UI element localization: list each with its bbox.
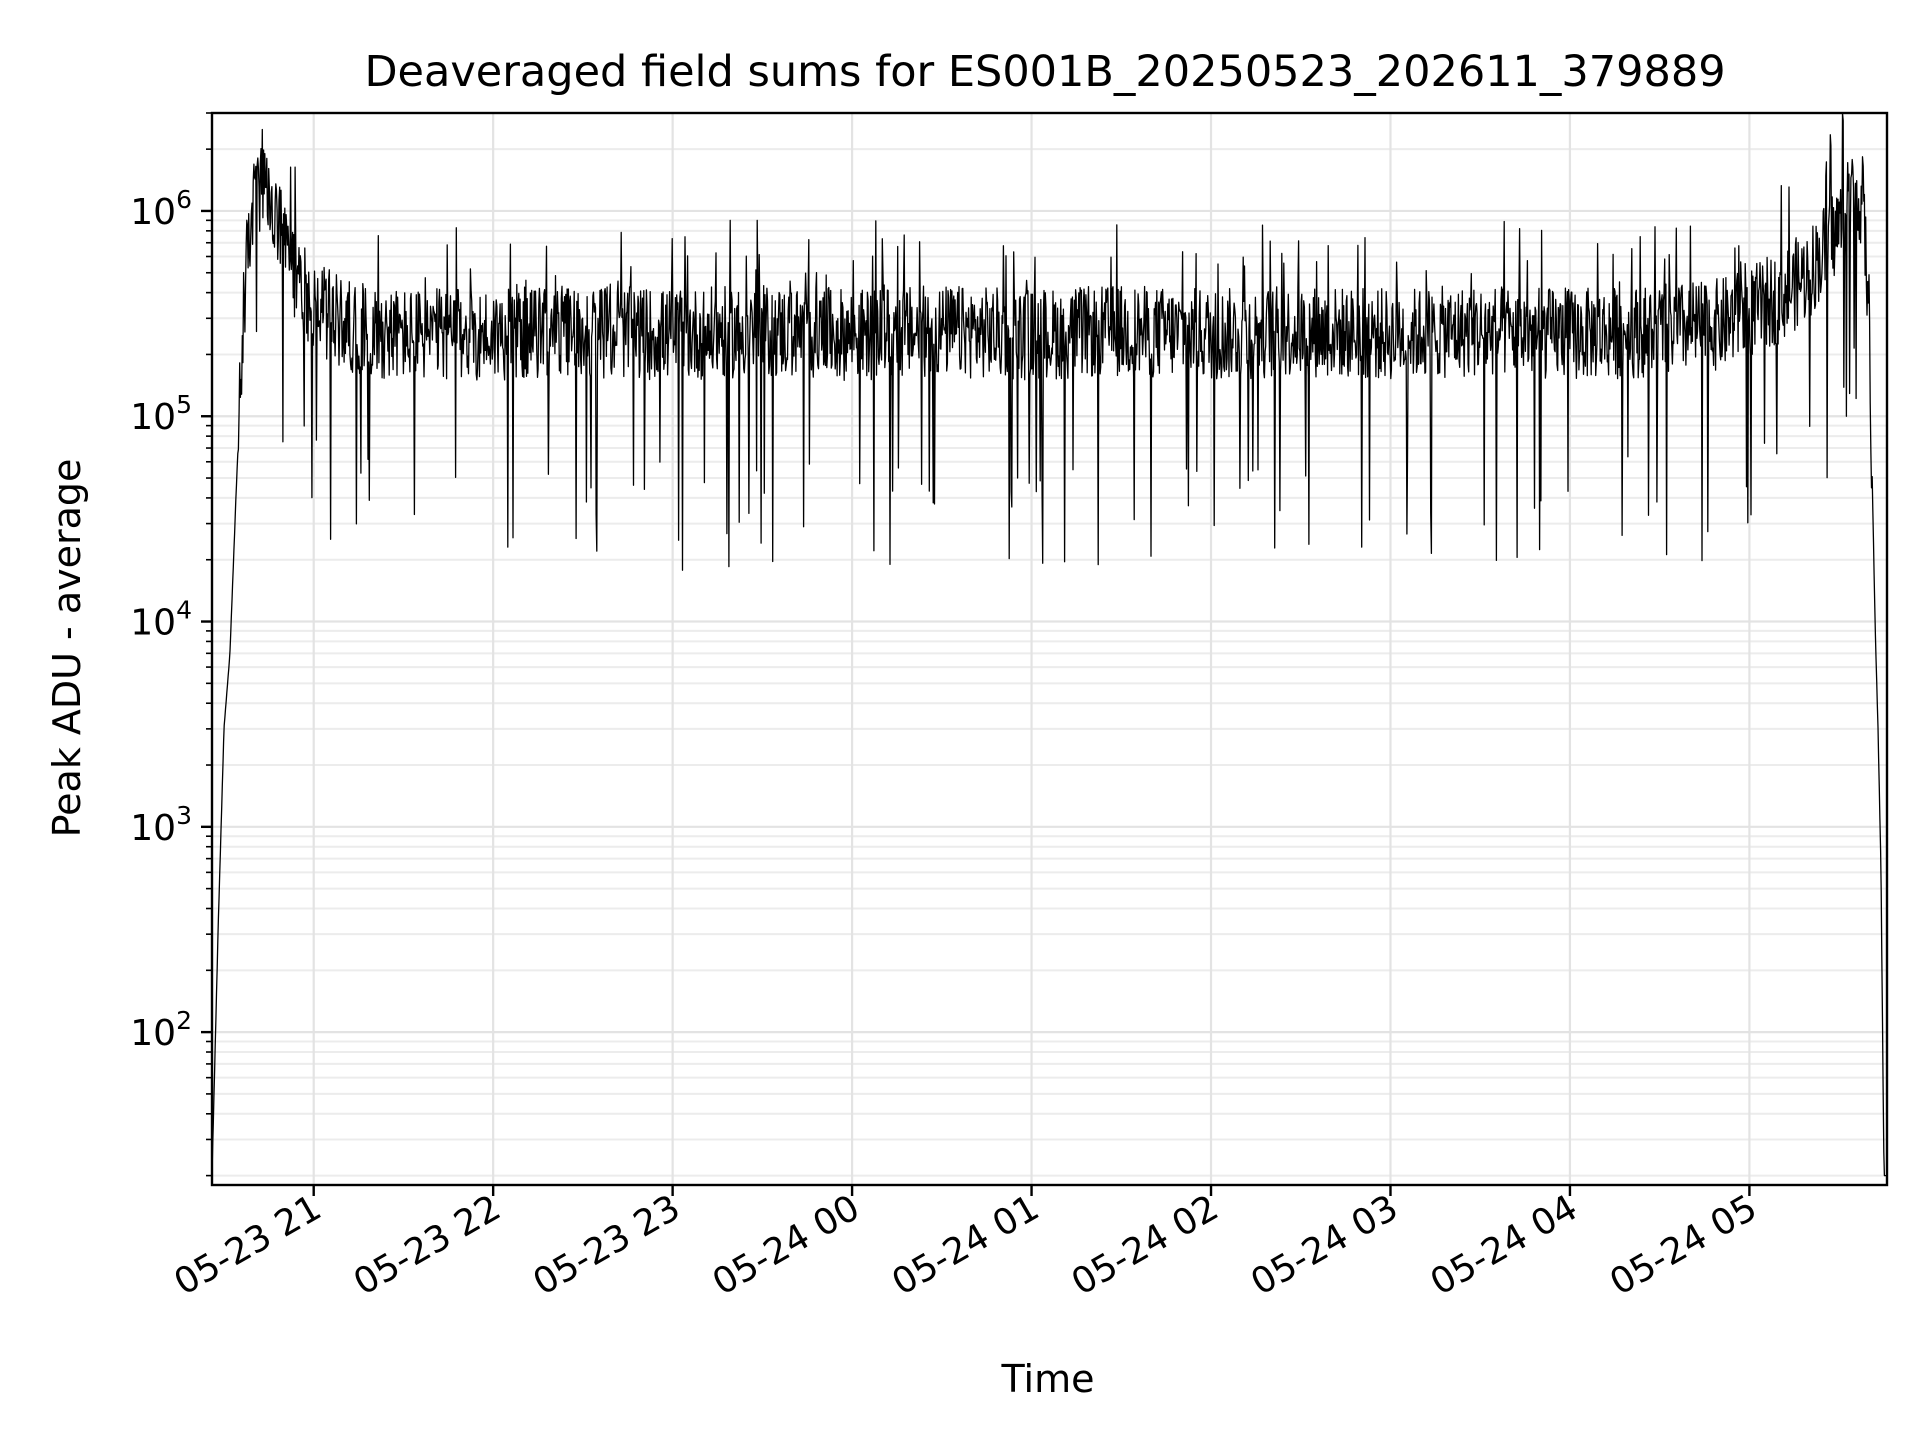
y-tick-label: 102 — [130, 1006, 192, 1054]
series-line — [211, 112, 1888, 1177]
x-tick-label: 05-24 02 — [1065, 1187, 1226, 1303]
y-tick-label: 106 — [130, 185, 192, 233]
plot-frame — [210, 111, 1889, 1187]
y-axis-label: Peak ADU - average — [45, 459, 89, 838]
x-tick-label: 05-24 01 — [885, 1187, 1046, 1303]
y-tick-label: 103 — [130, 801, 192, 849]
x-tick-label: 05-24 04 — [1424, 1187, 1585, 1303]
x-axis-label: Time — [1001, 1357, 1095, 1401]
x-tick-label: 05-24 05 — [1603, 1187, 1764, 1303]
x-tick-label: 05-23 23 — [526, 1187, 687, 1303]
x-tick-label: 05-24 03 — [1244, 1187, 1405, 1303]
y-tick-label: 104 — [130, 596, 192, 644]
grid — [212, 112, 1887, 1185]
y-tick-label: 105 — [130, 390, 192, 438]
x-tick-label: 05-23 21 — [168, 1187, 329, 1303]
x-tick-label: 05-24 00 — [706, 1187, 867, 1303]
chart-title: Deaveraged field sums for ES001B_2025052… — [364, 47, 1725, 97]
x-tick-label: 05-23 22 — [347, 1187, 508, 1303]
